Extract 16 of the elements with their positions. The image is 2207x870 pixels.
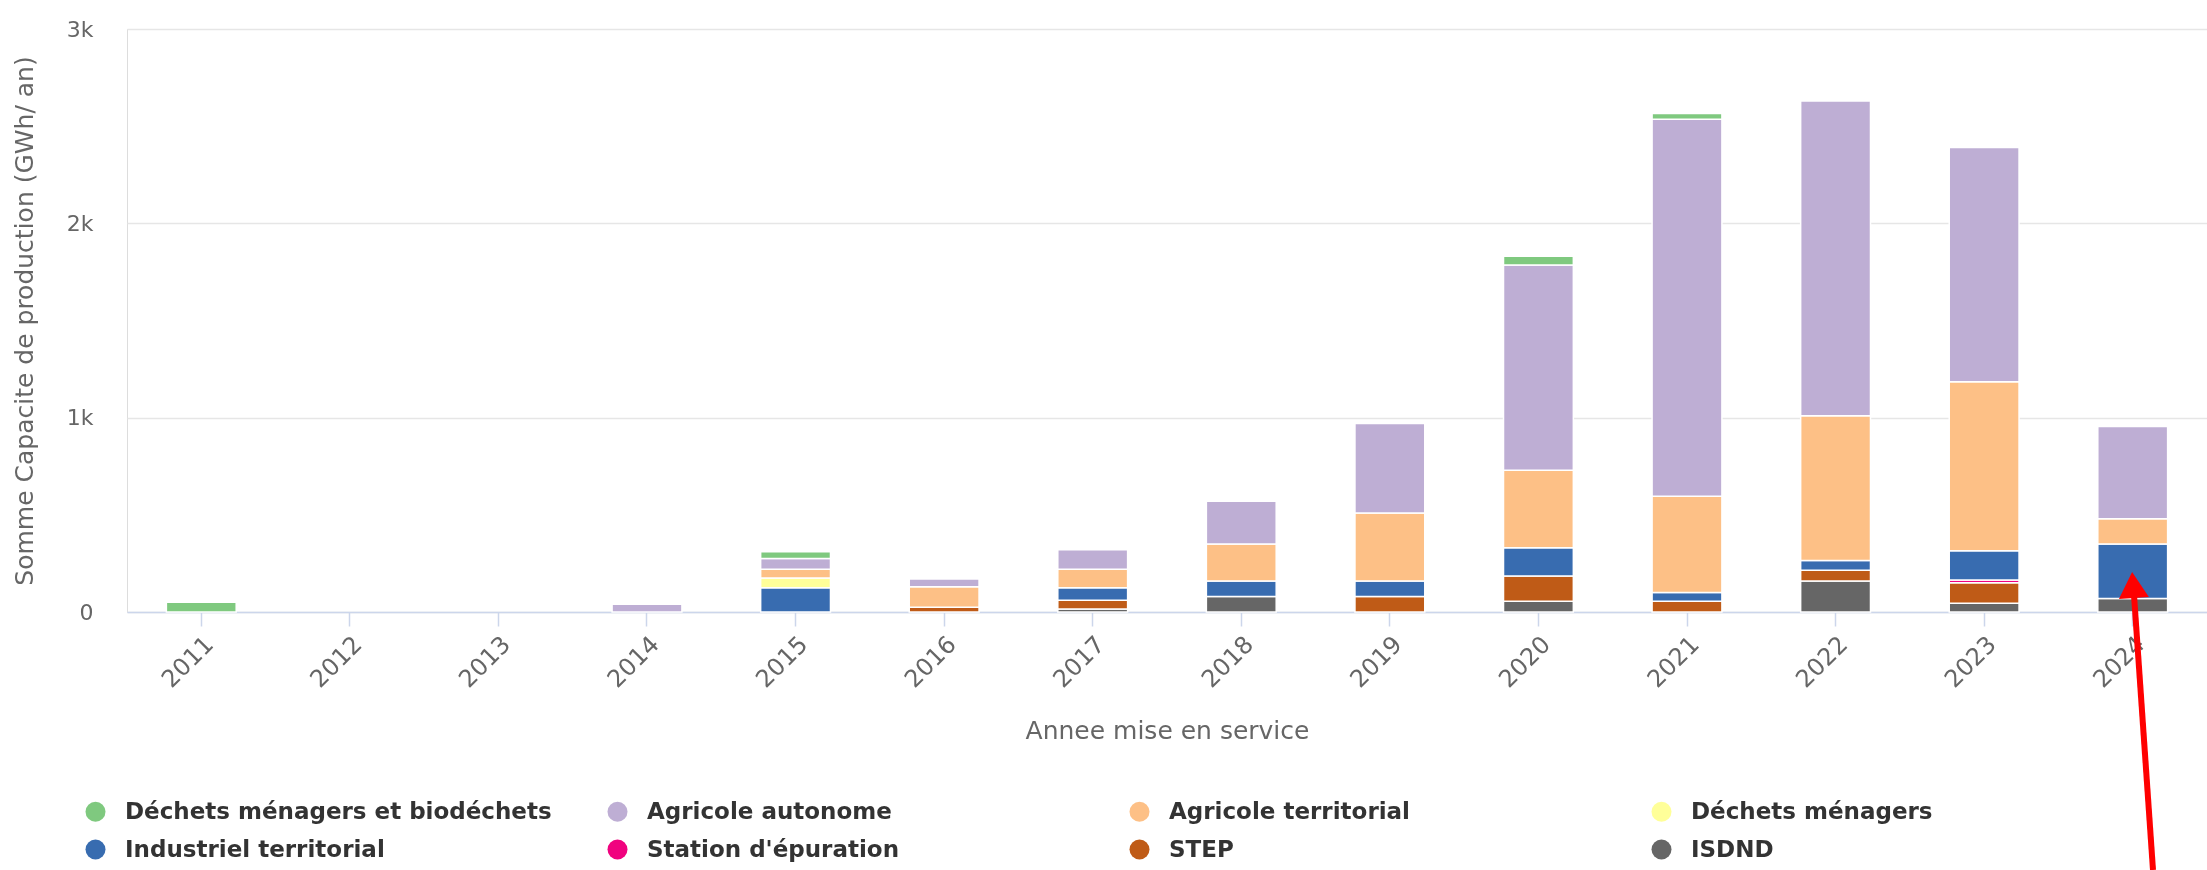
x-axis-title: Annee mise en service [1025,715,1310,745]
y-tick-label: 3k [66,16,94,42]
y-tick-label: 0 [79,599,94,625]
legend-label: Agricole territorial [1169,797,1411,824]
legend-label: ISDND [1691,835,1774,862]
y-axis-title: Somme Capacite de production (GWh/ an) [9,56,39,586]
legend-label: Déchets ménagers [1691,797,1933,824]
bar [611,603,683,613]
y-tick-label: 1k [66,405,94,431]
legend-label: STEP [1169,835,1234,862]
bar [165,601,237,613]
y-tick-label: 2k [66,210,94,236]
legend-label: Agricole autonome [647,797,892,824]
legend-label: Déchets ménagers et biodéchets [125,797,552,824]
legend-label: Station d'épuration [647,835,900,862]
legend-label: Industriel territorial [125,835,385,862]
